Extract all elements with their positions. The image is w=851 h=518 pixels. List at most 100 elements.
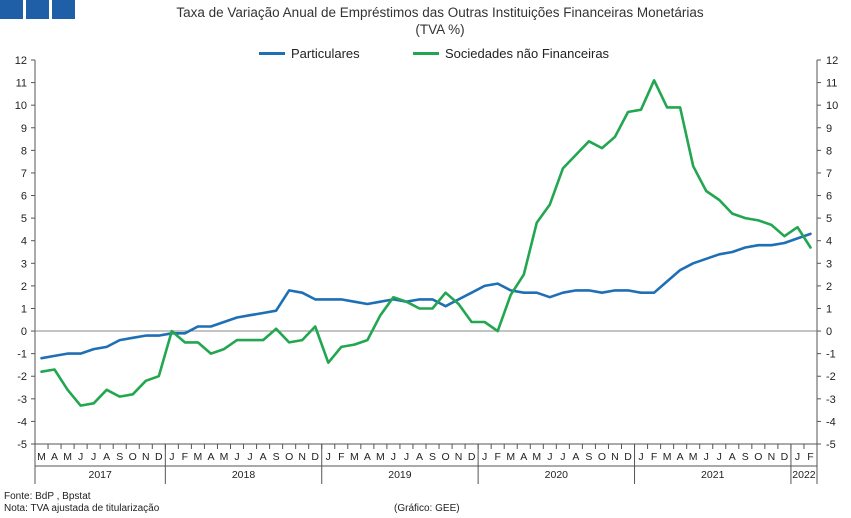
x-month-label: S (429, 451, 436, 463)
y-tick-label-left: 9 (21, 123, 27, 135)
x-month-label: J (638, 451, 643, 463)
y-tick-label-left: 3 (21, 258, 27, 270)
x-month-label: F (807, 451, 813, 463)
x-month-label: S (273, 451, 280, 463)
y-tick-label-left: 2 (21, 281, 27, 293)
logo-block-2 (26, 0, 49, 19)
y-tick-label-right: 9 (826, 123, 832, 135)
footer-source: Fonte: BdP , Bpstat (4, 491, 91, 502)
x-month-label: F (338, 451, 344, 463)
series-line-particulares (40, 232, 812, 360)
x-year-label: 2022 (792, 469, 816, 481)
x-month-label: J (717, 451, 722, 463)
x-month-label: F (651, 451, 657, 463)
y-tick-label-right: 5 (826, 213, 832, 225)
y-tick-label-right: -5 (826, 439, 836, 451)
x-month-label: N (768, 451, 776, 463)
x-month-label: O (441, 451, 449, 463)
y-tick-label-left: -2 (17, 371, 27, 383)
x-month-label: M (376, 451, 385, 463)
x-month-label: O (285, 451, 293, 463)
legend-swatch-sociedades (413, 52, 439, 55)
x-month-label: J (547, 451, 552, 463)
x-month-label: D (155, 451, 163, 463)
x-month-label: M (220, 451, 229, 463)
x-year-label: 2017 (88, 469, 112, 481)
x-year-label: 2020 (545, 469, 569, 481)
x-month-label: O (598, 451, 606, 463)
x-month-label: J (169, 451, 174, 463)
x-month-label: A (416, 451, 423, 463)
legend-item-sociedades: Sociedades não Financeiras (413, 46, 609, 61)
y-tick-label-right: 7 (826, 168, 832, 180)
y-tick-label-right: 8 (826, 145, 832, 157)
x-month-label: J (795, 451, 800, 463)
x-month-label: J (234, 451, 239, 463)
y-tick-label-right: 12 (826, 55, 838, 67)
x-month-label: M (663, 451, 672, 463)
y-tick-label-right: 4 (826, 236, 832, 248)
x-month-label: J (391, 451, 396, 463)
y-tick-label-left: 8 (21, 145, 27, 157)
y-tick-label-right: 2 (826, 281, 832, 293)
x-month-label: M (63, 451, 72, 463)
x-month-label: N (611, 451, 619, 463)
x-month-label: M (689, 451, 698, 463)
x-month-label: A (729, 451, 736, 463)
y-tick-label-left: 5 (21, 213, 27, 225)
y-tick-label-left: 6 (21, 191, 27, 203)
y-tick-label-left: -3 (17, 394, 27, 406)
y-tick-label-right: -4 (826, 416, 836, 428)
legend-item-particulares: Particulares (259, 46, 360, 61)
y-tick-label-left: 11 (16, 78, 27, 90)
legend-label-sociedades: Sociedades não Financeiras (445, 46, 610, 61)
chart-title: Taxa de Variação Anual de Empréstimos da… (0, 4, 851, 38)
chart-title-line1: Taxa de Variação Anual de Empréstimos da… (176, 5, 704, 20)
x-month-label: D (468, 451, 476, 463)
y-tick-label-left: 1 (21, 303, 27, 315)
x-month-label: A (520, 451, 527, 463)
x-month-label: A (207, 451, 214, 463)
y-tick-label-right: 1 (826, 303, 832, 315)
y-tick-label-left: 4 (21, 236, 27, 248)
x-month-label: J (78, 451, 83, 463)
legend-label-particulares: Particulares (291, 46, 360, 61)
x-month-label: A (260, 451, 267, 463)
x-month-label: N (298, 451, 306, 463)
gee-logo (0, 0, 75, 19)
logo-block-3 (52, 0, 75, 19)
x-year-label: 2021 (701, 469, 725, 481)
x-month-label: S (585, 451, 592, 463)
y-tick-label-right: -2 (826, 371, 836, 383)
x-month-label: S (116, 451, 123, 463)
x-month-label: N (455, 451, 463, 463)
y-tick-label-right: 6 (826, 191, 832, 203)
x-month-label: A (677, 451, 684, 463)
x-month-label: J (704, 451, 709, 463)
x-month-label: D (781, 451, 789, 463)
logo-block-1 (0, 0, 23, 19)
x-month-label: J (91, 451, 96, 463)
x-month-label: M (350, 451, 359, 463)
x-month-label: F (182, 451, 188, 463)
x-month-label: N (142, 451, 150, 463)
x-month-label: J (482, 451, 487, 463)
y-tick-label-left: -1 (17, 349, 27, 361)
x-month-label: O (754, 451, 762, 463)
x-month-label: A (103, 451, 110, 463)
x-month-label: J (560, 451, 565, 463)
x-month-label: D (311, 451, 319, 463)
y-tick-label-left: -4 (17, 416, 27, 428)
x-month-label: A (364, 451, 371, 463)
y-tick-label-right: 0 (826, 326, 832, 338)
x-month-label: S (742, 451, 749, 463)
x-month-label: M (506, 451, 515, 463)
y-tick-label-left: -5 (17, 439, 27, 451)
y-tick-label-right: -3 (826, 394, 836, 406)
y-tick-label-right: 3 (826, 258, 832, 270)
chart-title-line2: (TVA %) (415, 22, 465, 37)
x-year-label: 2019 (388, 469, 412, 481)
x-month-label: J (247, 451, 252, 463)
y-tick-label-left: 0 (21, 326, 27, 338)
x-month-label: A (51, 451, 58, 463)
